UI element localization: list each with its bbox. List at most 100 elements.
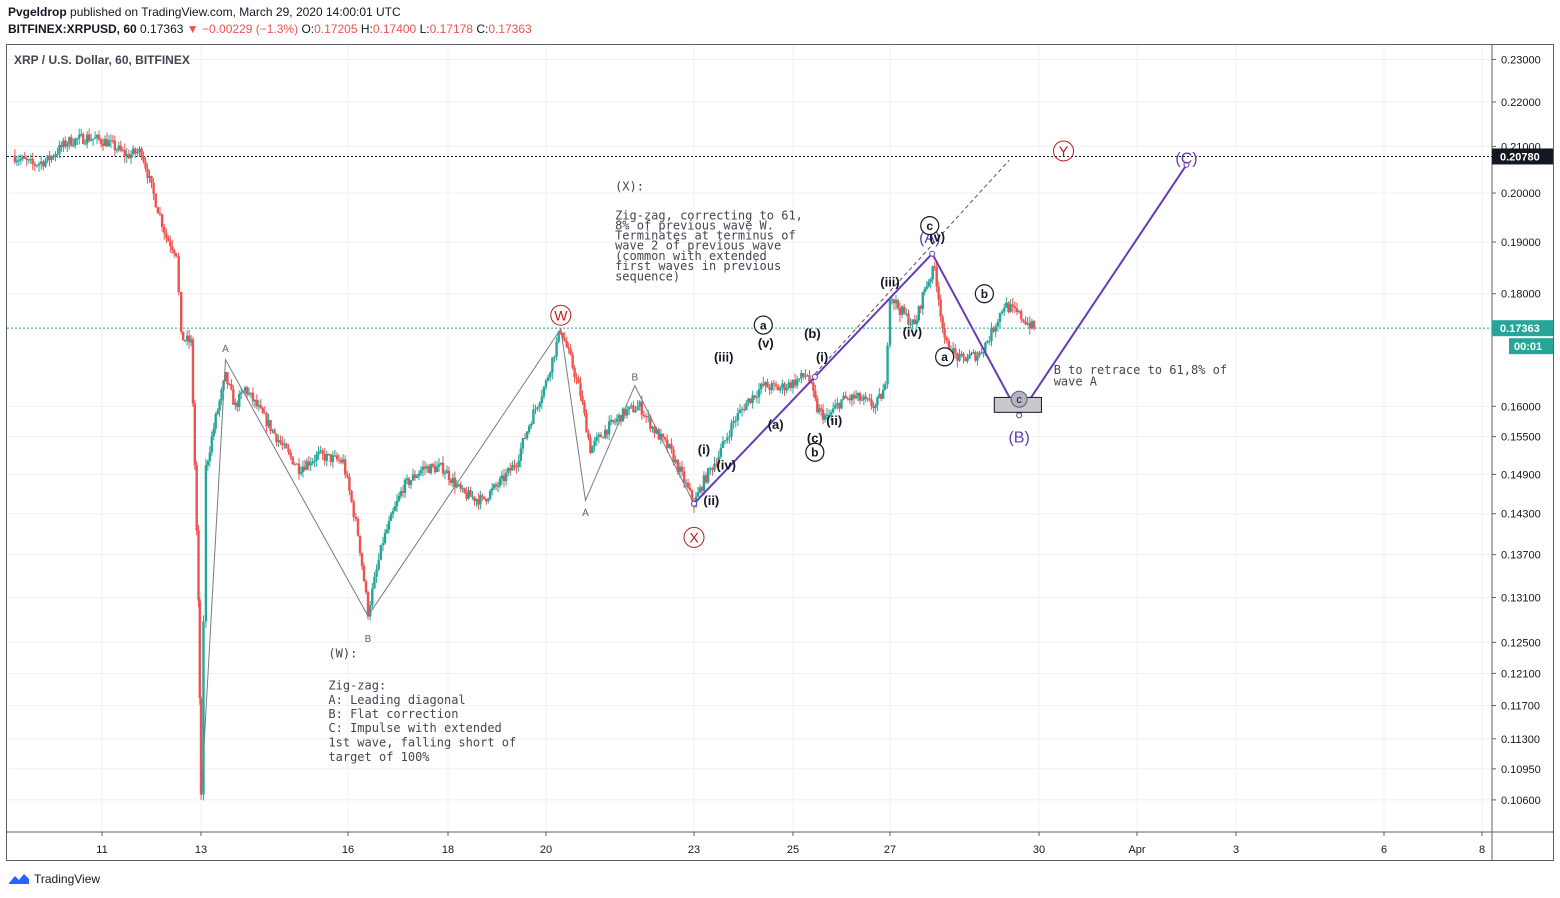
- candle-body: [653, 426, 656, 434]
- candle-body: [163, 227, 166, 233]
- candle-body: [317, 451, 320, 455]
- candle-body: [158, 213, 162, 215]
- candle-body: [536, 407, 539, 409]
- candle-body: [931, 266, 934, 280]
- candle-body: [530, 423, 533, 426]
- candle-body: [17, 160, 21, 162]
- price-line-badge: [1492, 148, 1553, 165]
- candle-body: [636, 406, 639, 411]
- candle-body: [455, 484, 459, 488]
- candle-body: [581, 396, 584, 403]
- candle-body: [195, 464, 198, 531]
- time-tick-label: 23: [688, 844, 700, 856]
- candle-body: [700, 487, 704, 491]
- candle-body: [674, 459, 677, 463]
- candle-body: [91, 138, 95, 140]
- candle-body: [929, 279, 932, 282]
- candle-body: [666, 439, 669, 448]
- candle-body: [70, 137, 73, 146]
- candle-body: [459, 484, 462, 489]
- candle-body: [74, 138, 77, 146]
- candle-body: [148, 175, 151, 179]
- last-price: 0.17363: [140, 22, 184, 36]
- candle-body: [734, 420, 737, 422]
- candle-body: [956, 353, 959, 361]
- candle-body: [385, 529, 389, 533]
- wave-label: (i): [816, 350, 828, 365]
- candle-body: [827, 414, 831, 416]
- candle-body: [1020, 311, 1023, 320]
- candle-body: [704, 475, 708, 483]
- price-line-badge: [1492, 320, 1553, 337]
- candle-body: [33, 163, 37, 166]
- wave-label: (c): [807, 431, 823, 446]
- candle-body: [366, 592, 370, 617]
- candle-body: [682, 471, 686, 483]
- candle-body: [387, 520, 391, 530]
- candle-body: [239, 392, 243, 394]
- annotation-text: target of 100%: [328, 750, 430, 764]
- high-value: 0.17400: [372, 22, 417, 36]
- candle-body: [898, 307, 902, 316]
- candle-body: [283, 443, 286, 445]
- wave-label: B: [631, 373, 638, 384]
- candle-body: [715, 463, 718, 465]
- candle-body: [95, 135, 99, 138]
- candle-body: [469, 490, 472, 497]
- candle-body: [76, 138, 79, 140]
- author-name[interactable]: Pvgeldrop: [8, 5, 67, 19]
- candle-body: [181, 331, 185, 341]
- candle-body: [593, 440, 596, 447]
- candle-body: [346, 474, 349, 477]
- candle-body: [401, 491, 405, 493]
- candle-body: [988, 341, 991, 343]
- footer-brand[interactable]: TradingView: [8, 872, 100, 886]
- candle-body: [202, 621, 205, 795]
- candle-body: [208, 452, 212, 462]
- candle-body: [453, 477, 457, 488]
- candle-body: [494, 484, 498, 487]
- candle-body: [1005, 302, 1008, 308]
- price-tick-label: 0.15500: [1501, 432, 1541, 444]
- candle-body: [475, 499, 478, 502]
- candle-body: [185, 335, 189, 341]
- wave-label: (a): [768, 417, 784, 432]
- candle-body: [299, 471, 303, 474]
- candle-body: [481, 495, 484, 497]
- candle-body: [1017, 311, 1021, 313]
- annotation-text: B: Flat correction: [328, 707, 458, 721]
- candle-body: [870, 399, 873, 407]
- candle-body: [291, 456, 294, 465]
- candle-body: [111, 140, 115, 142]
- candle-body: [878, 394, 881, 398]
- candle-body: [597, 434, 601, 438]
- candle-body: [630, 405, 633, 407]
- candle-body: [451, 477, 455, 484]
- candle-body: [613, 421, 617, 423]
- candle-body: [655, 429, 658, 434]
- candle-body: [617, 415, 621, 419]
- candle-body: [344, 459, 347, 475]
- candle-body: [58, 144, 61, 155]
- candle-body: [315, 454, 318, 461]
- candle-body: [821, 409, 825, 420]
- candle-body: [783, 383, 786, 391]
- candle-body: [285, 443, 288, 449]
- wave-label: b: [811, 446, 818, 460]
- wave-label: (A): [919, 230, 940, 247]
- candle-body: [972, 352, 975, 354]
- candle-body: [528, 425, 531, 432]
- candle-body: [419, 469, 423, 474]
- candles-group: [13, 128, 1036, 801]
- candle-body: [1015, 308, 1019, 313]
- candle-body: [407, 478, 411, 485]
- candle-body: [747, 398, 750, 404]
- candle-body: [339, 460, 343, 463]
- candle-body: [68, 137, 71, 144]
- candle-body: [123, 150, 126, 157]
- candle-body: [702, 475, 706, 491]
- candle-body: [275, 433, 278, 442]
- annotation-text: Zig-zag, correcting to 61,: [615, 209, 803, 223]
- low-label: L:: [419, 22, 430, 36]
